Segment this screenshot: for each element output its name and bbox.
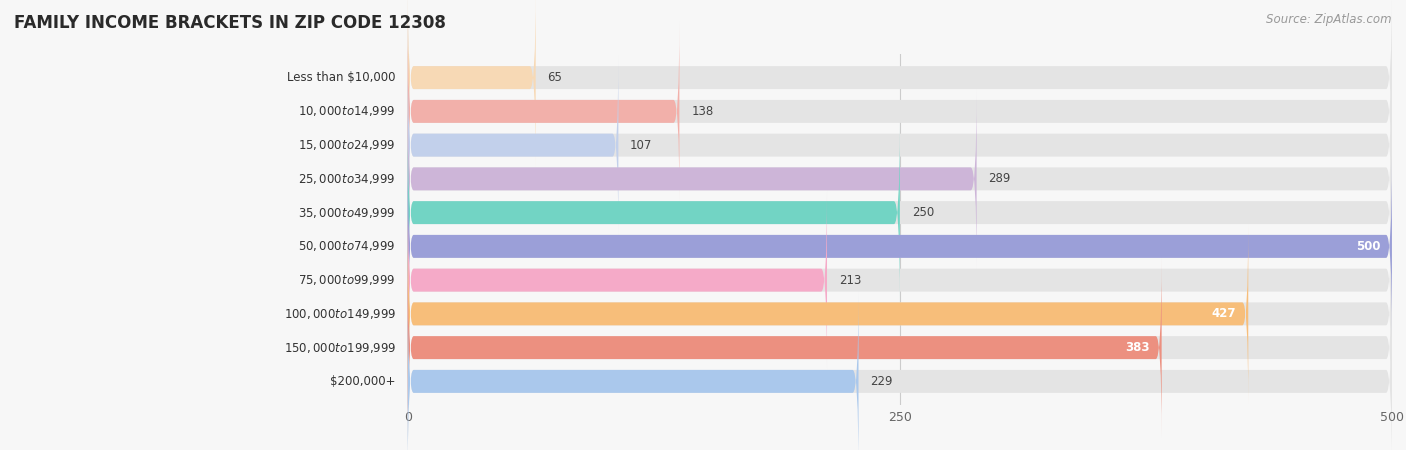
Text: 229: 229 (870, 375, 893, 388)
FancyBboxPatch shape (408, 157, 1392, 336)
FancyBboxPatch shape (408, 22, 679, 201)
FancyBboxPatch shape (408, 190, 827, 370)
FancyBboxPatch shape (408, 292, 859, 450)
FancyBboxPatch shape (408, 0, 1392, 167)
Text: FAMILY INCOME BRACKETS IN ZIP CODE 12308: FAMILY INCOME BRACKETS IN ZIP CODE 12308 (14, 14, 446, 32)
Text: 65: 65 (547, 71, 562, 84)
FancyBboxPatch shape (408, 258, 1392, 437)
FancyBboxPatch shape (408, 258, 1161, 437)
FancyBboxPatch shape (408, 89, 977, 269)
FancyBboxPatch shape (408, 123, 900, 302)
Text: $15,000 to $24,999: $15,000 to $24,999 (298, 138, 396, 152)
FancyBboxPatch shape (408, 123, 1392, 302)
Text: $35,000 to $49,999: $35,000 to $49,999 (298, 206, 396, 220)
Text: $75,000 to $99,999: $75,000 to $99,999 (298, 273, 396, 287)
Text: $150,000 to $199,999: $150,000 to $199,999 (284, 341, 396, 355)
Text: Less than $10,000: Less than $10,000 (287, 71, 396, 84)
Text: 427: 427 (1212, 307, 1236, 320)
FancyBboxPatch shape (408, 157, 1392, 336)
FancyBboxPatch shape (408, 89, 1392, 269)
Text: 500: 500 (1355, 240, 1381, 253)
Text: Source: ZipAtlas.com: Source: ZipAtlas.com (1267, 14, 1392, 27)
Text: $200,000+: $200,000+ (330, 375, 396, 388)
FancyBboxPatch shape (408, 22, 1392, 201)
Text: $50,000 to $74,999: $50,000 to $74,999 (298, 239, 396, 253)
FancyBboxPatch shape (408, 55, 1392, 235)
FancyBboxPatch shape (408, 224, 1249, 404)
FancyBboxPatch shape (408, 224, 1392, 404)
Text: $100,000 to $149,999: $100,000 to $149,999 (284, 307, 396, 321)
Text: 138: 138 (692, 105, 713, 118)
Text: $25,000 to $34,999: $25,000 to $34,999 (298, 172, 396, 186)
FancyBboxPatch shape (408, 292, 1392, 450)
Text: 289: 289 (988, 172, 1011, 185)
Text: $10,000 to $14,999: $10,000 to $14,999 (298, 104, 396, 118)
FancyBboxPatch shape (408, 55, 619, 235)
Text: 250: 250 (911, 206, 934, 219)
FancyBboxPatch shape (408, 0, 536, 167)
FancyBboxPatch shape (408, 190, 1392, 370)
Text: 383: 383 (1125, 341, 1150, 354)
Text: 107: 107 (630, 139, 652, 152)
Text: 213: 213 (839, 274, 862, 287)
